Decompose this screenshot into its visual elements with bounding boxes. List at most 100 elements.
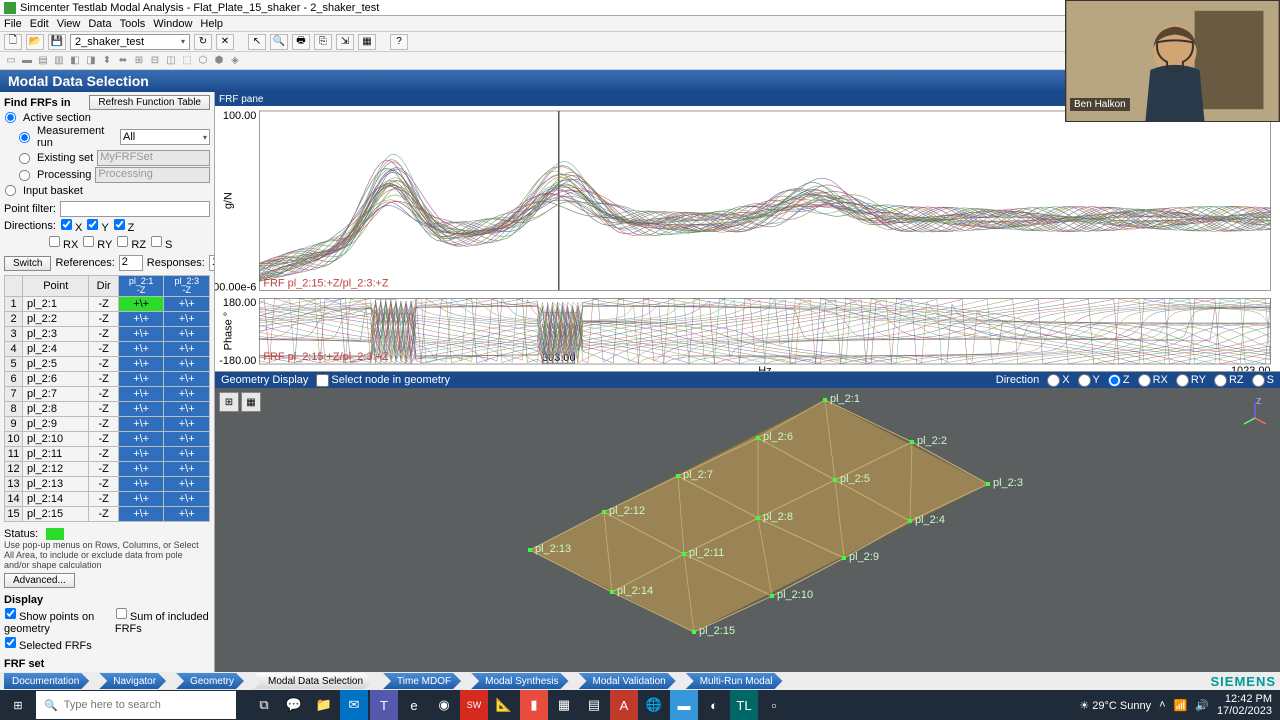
advanced-button[interactable]: Advanced...	[4, 573, 75, 588]
app-ie-icon[interactable]: e	[400, 690, 428, 720]
app-6-icon[interactable]: ▦	[550, 690, 578, 720]
t2-1-icon[interactable]: ▭	[4, 54, 18, 68]
frf-chart[interactable]: 303.00100.00100.00e-6g/N180.00-180.00Pha…	[215, 106, 1280, 372]
menu-help[interactable]: Help	[200, 18, 223, 30]
show-points-check[interactable]	[5, 608, 16, 619]
dir-z-check[interactable]	[114, 219, 125, 230]
processing-radio[interactable]	[19, 169, 30, 180]
app-testlab-icon[interactable]: TL	[730, 690, 758, 720]
app-8-icon[interactable]: A	[610, 690, 638, 720]
sum-frfs-check[interactable]	[116, 608, 127, 619]
switch-button[interactable]: Switch	[4, 256, 51, 271]
t2-12-icon[interactable]: ⬚	[180, 54, 194, 68]
selected-frfs-check[interactable]	[5, 637, 16, 648]
dir-rz-check[interactable]	[117, 236, 128, 247]
menu-file[interactable]: File	[4, 18, 22, 30]
menu-edit[interactable]: Edit	[30, 18, 49, 30]
app-outlook-icon[interactable]: ✉	[340, 690, 368, 720]
t2-7-icon[interactable]: ⬍	[100, 54, 114, 68]
new-icon[interactable]: 🗋	[4, 34, 22, 50]
menu-view[interactable]: View	[57, 18, 81, 30]
t2-14-icon[interactable]: ⬢	[212, 54, 226, 68]
points-table[interactable]: PointDirpl_2:1-Zpl_2:3-Z1pl_2:1-Z+\++\+2…	[4, 275, 210, 522]
gd-y[interactable]	[1078, 374, 1091, 387]
menu-tools[interactable]: Tools	[120, 18, 146, 30]
nav-time-mdof[interactable]: Time MDOF	[383, 673, 461, 689]
existing-set-radio[interactable]	[19, 152, 30, 163]
gd-ry[interactable]	[1176, 374, 1189, 387]
clock-time[interactable]: 12:42 PM	[1217, 693, 1272, 705]
t2-5-icon[interactable]: ◧	[68, 54, 82, 68]
nav-multi-run-modal[interactable]: Multi-Run Modal	[686, 673, 783, 689]
nav-modal-data-selection[interactable]: Modal Data Selection	[254, 673, 373, 689]
tb-copy-icon[interactable]: ⎘	[314, 34, 332, 50]
t2-10-icon[interactable]: ⊟	[148, 54, 162, 68]
gd-x[interactable]	[1047, 374, 1060, 387]
tb-zoom-icon[interactable]: 🔍	[270, 34, 288, 50]
gd-rx[interactable]	[1138, 374, 1151, 387]
app-chrome-icon[interactable]: ◉	[430, 690, 458, 720]
tb-help-icon[interactable]: ?	[390, 34, 408, 50]
t2-15-icon[interactable]: ◈	[228, 54, 242, 68]
tb-export-icon[interactable]: ⇲	[336, 34, 354, 50]
t2-3-icon[interactable]: ▤	[36, 54, 50, 68]
app-teams-icon[interactable]: T	[370, 690, 398, 720]
measurement-run-combo[interactable]: All	[120, 129, 210, 145]
tb-refresh-icon[interactable]: ↻	[194, 34, 212, 50]
gd-s[interactable]	[1252, 374, 1265, 387]
tray-vol-icon[interactable]: 🔊	[1195, 699, 1209, 712]
weather-widget[interactable]: ☀ 29°C Sunny	[1079, 699, 1151, 712]
open-icon[interactable]: 📂	[26, 34, 44, 50]
point-filter-input[interactable]	[60, 201, 210, 217]
measurement-run-radio[interactable]	[19, 131, 30, 142]
start-button[interactable]: ⊞	[0, 690, 36, 720]
app-matlab-icon[interactable]: 📐	[490, 690, 518, 720]
app-11-icon[interactable]: ▫	[760, 690, 788, 720]
t2-9-icon[interactable]: ⊞	[132, 54, 146, 68]
menu-data[interactable]: Data	[88, 18, 111, 30]
app-5-icon[interactable]: ▮	[520, 690, 548, 720]
t2-11-icon[interactable]: ◫	[164, 54, 178, 68]
dir-rx-check[interactable]	[49, 236, 60, 247]
app-sw-icon[interactable]: SW	[460, 690, 488, 720]
app-10-icon[interactable]: ◐	[700, 690, 728, 720]
active-section-radio[interactable]	[5, 112, 16, 123]
save-icon[interactable]: 💾	[48, 34, 66, 50]
windows-taskbar[interactable]: ⊞ 🔍 Type here to search ⧉ 💬 📁 ✉ T e ◉ SW…	[0, 690, 1280, 720]
dir-ry-check[interactable]	[83, 236, 94, 247]
t2-4-icon[interactable]: ▥	[52, 54, 66, 68]
tray-up-icon[interactable]: ˄	[1159, 699, 1165, 711]
nav-navigator[interactable]: Navigator	[99, 673, 166, 689]
dir-s-check[interactable]	[151, 236, 162, 247]
tray-net-icon[interactable]: 📶	[1174, 699, 1188, 712]
app-explorer-icon[interactable]: 📁	[310, 690, 338, 720]
app-1-icon[interactable]: 💬	[280, 690, 308, 720]
tb-print-icon[interactable]: 🖶	[292, 34, 310, 50]
input-basket-radio[interactable]	[5, 185, 16, 196]
project-combo[interactable]: 2_shaker_test	[70, 34, 190, 50]
app-edge-icon[interactable]: 🌐	[640, 690, 668, 720]
nav-modal-synthesis[interactable]: Modal Synthesis	[471, 673, 568, 689]
nav-geometry[interactable]: Geometry	[176, 673, 244, 689]
t2-2-icon[interactable]: ▬	[20, 54, 34, 68]
app-7-icon[interactable]: ▤	[580, 690, 608, 720]
nav-modal-validation[interactable]: Modal Validation	[579, 673, 676, 689]
menu-window[interactable]: Window	[153, 18, 192, 30]
select-node-check[interactable]	[316, 374, 329, 387]
gd-z[interactable]	[1108, 374, 1121, 387]
geometry-viewport[interactable]: ⊞ ▦ pl_2:1pl_2:2pl_2:3pl_2:4pl_2:5pl_2:6…	[215, 388, 1280, 672]
app-9-icon[interactable]: ▬	[670, 690, 698, 720]
tb-cursor-icon[interactable]: ↖	[248, 34, 266, 50]
dir-y-check[interactable]	[87, 219, 98, 230]
refresh-table-button[interactable]: Refresh Function Table	[89, 95, 210, 110]
tb-layout-icon[interactable]: ▦	[358, 34, 376, 50]
t2-8-icon[interactable]: ⬌	[116, 54, 130, 68]
tb-delete-icon[interactable]: ✕	[216, 34, 234, 50]
dir-x-check[interactable]	[61, 219, 72, 230]
nav-documentation[interactable]: Documentation	[4, 673, 89, 689]
task-view-icon[interactable]: ⧉	[250, 690, 278, 720]
t2-13-icon[interactable]: ⬡	[196, 54, 210, 68]
taskbar-search[interactable]: 🔍 Type here to search	[36, 691, 236, 719]
gd-rz[interactable]	[1214, 374, 1227, 387]
t2-6-icon[interactable]: ◨	[84, 54, 98, 68]
